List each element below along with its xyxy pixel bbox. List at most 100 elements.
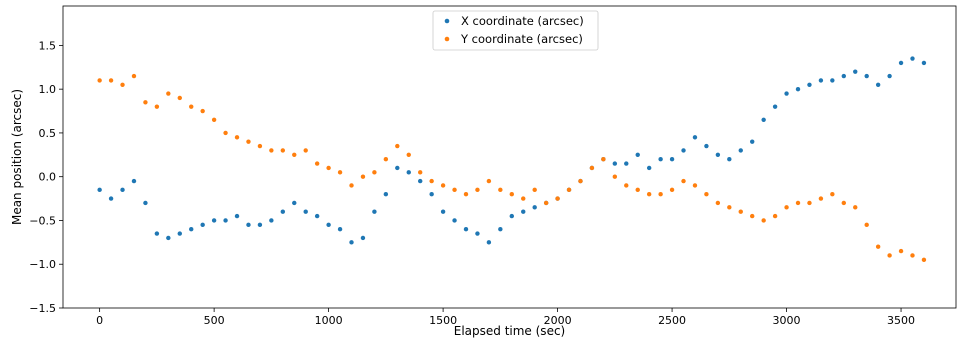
legend: X coordinate (arcsec) Y coordinate (arcs… [432,10,599,51]
data-point [635,187,640,193]
data-point [143,200,148,206]
data-point [772,213,778,219]
data-point [200,222,205,228]
y-tick-label: 1.0 [39,83,57,96]
data-point [738,209,743,214]
data-point [418,178,423,184]
x-tick-label: 3000 [773,314,801,327]
data-point [486,178,492,184]
data-point [864,73,869,79]
data-point [418,170,423,175]
data-point [143,100,148,105]
data-point [578,178,583,184]
data-point [395,165,400,171]
data-point [738,148,743,153]
data-point [921,257,927,263]
data-point [624,161,629,166]
data-point [635,152,640,158]
data-point [658,156,663,162]
data-point [120,187,125,193]
data-point [223,130,228,136]
x-axis-label: Elapsed time (sec) [454,324,565,338]
data-point [349,240,354,245]
data-point [177,231,182,236]
x-tick-label: 2000 [544,314,572,327]
data-point [875,82,881,87]
data-point [440,183,446,188]
data-point [543,200,549,206]
data-point [521,196,526,201]
data-point [189,104,194,109]
data-point [269,218,274,223]
data-point [246,139,251,144]
data-point [830,78,835,83]
data-point [818,78,824,83]
data-point [360,235,366,241]
data-point [223,218,228,223]
legend-box [432,10,599,51]
data-point [200,108,205,114]
data-point [658,192,663,197]
data-point [154,231,160,236]
data-point [784,91,789,96]
data-point [326,222,331,228]
data-point [131,178,137,184]
x-tick-label: 3500 [887,314,915,327]
data-point [269,148,274,153]
data-point [612,161,618,166]
data-point [108,196,114,201]
data-point [211,218,217,223]
data-point [910,56,915,61]
data-point [131,73,137,79]
data-point [853,69,858,74]
data-point [853,205,858,210]
data-point [646,192,652,197]
data-point [120,82,125,87]
data-point [337,170,343,175]
data-point [509,192,514,197]
data-point [727,156,732,162]
data-point [589,165,595,171]
data-point [372,209,377,214]
legend-label-x: X coordinate (arcsec) [461,14,584,28]
data-point [624,183,629,188]
data-point [303,209,308,214]
data-point [406,170,411,175]
data-point [498,227,503,232]
data-point [750,139,755,144]
data-point [429,192,434,197]
data-point [772,104,778,109]
data-point [864,222,869,228]
data-point [189,227,194,232]
data-point [211,117,217,123]
data-point [704,192,709,197]
data-point [887,253,892,258]
data-point [177,95,182,101]
x-tick-label: 500 [204,314,225,327]
x-tick-label: 2500 [658,314,686,327]
data-point [372,170,377,175]
data-point [234,135,240,140]
x-tick-label: 1000 [315,314,343,327]
y-axis: −1.5 −1.0 −0.5 0.0 0.5 1.0 1.5 [29,39,63,315]
data-point [108,78,114,83]
data-point [761,218,766,223]
data-point [292,152,297,158]
data-point [727,205,732,210]
data-point [509,213,514,219]
data-point [875,244,881,249]
data-point [292,200,297,206]
data-point [166,91,171,96]
y-tick-label: 0.0 [39,171,57,184]
data-point [841,73,846,79]
data-point [429,178,434,184]
data-point [463,227,469,232]
data-point [326,165,331,171]
data-point [715,200,721,206]
legend-marker-x [444,18,450,24]
data-point [383,156,389,162]
plot-area [62,5,957,309]
y-tick-label: 0.5 [39,127,57,140]
y-tick-label: 1.5 [39,39,57,52]
